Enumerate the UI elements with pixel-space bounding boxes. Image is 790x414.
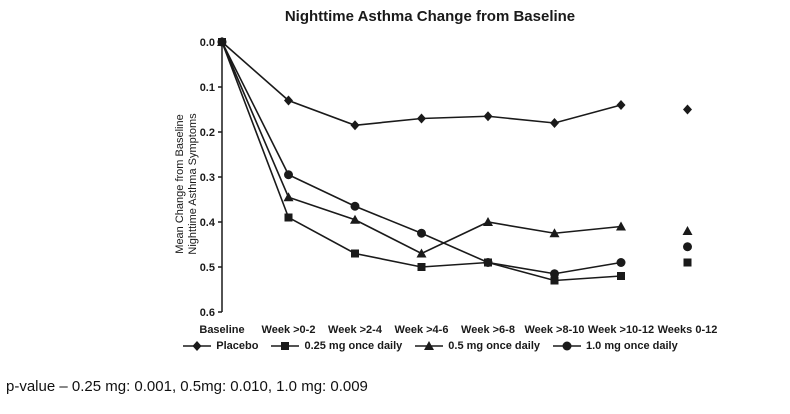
series-circle bbox=[217, 37, 692, 279]
y-tick-label: -0.5 bbox=[200, 262, 215, 274]
legend-item-diamond: Placebo bbox=[182, 340, 258, 352]
legend-square-icon bbox=[271, 342, 300, 350]
diamond-marker bbox=[192, 341, 202, 351]
legend-label: 0.5 mg once daily bbox=[448, 340, 540, 352]
legend-item-square: 0.25 mg once daily bbox=[270, 340, 402, 352]
circle-marker bbox=[217, 37, 227, 47]
legend-label: 0.25 mg once daily bbox=[304, 340, 403, 352]
triangle-marker bbox=[283, 192, 294, 202]
chart-legend: Placebo 0.25 mg once daily 0.5 mg once dai… bbox=[150, 340, 710, 352]
series-line bbox=[221, 41, 622, 275]
square-marker bbox=[284, 213, 293, 222]
circle-marker bbox=[350, 201, 360, 211]
y-axis-label-line2: Nighttime Asthma Symptoms bbox=[187, 113, 199, 255]
series-diamond bbox=[217, 37, 692, 131]
legend-label: Placebo bbox=[216, 340, 259, 352]
triangle-marker bbox=[616, 221, 626, 231]
triangle-marker bbox=[549, 228, 560, 238]
circle-marker bbox=[483, 258, 493, 267]
legend-item-triangle: 0.5 mg once daily bbox=[414, 340, 540, 352]
y-tick-label: -0.4 bbox=[200, 217, 216, 229]
x-category-label: Weeks 0-12 bbox=[658, 324, 718, 336]
legend-item-circle: 1.0 mg once daily bbox=[552, 340, 678, 352]
legend-triangle-icon bbox=[415, 341, 444, 350]
series-triangle bbox=[217, 37, 693, 258]
series-line bbox=[221, 41, 622, 127]
triangle-marker bbox=[416, 248, 427, 258]
square-marker bbox=[550, 276, 559, 285]
circle-marker bbox=[683, 242, 692, 252]
circle-marker bbox=[562, 341, 572, 351]
square-marker bbox=[281, 342, 290, 350]
x-category-label: Week >6-8 bbox=[461, 324, 515, 336]
diamond-marker bbox=[550, 118, 559, 128]
y-tick-label: 0.0 bbox=[200, 37, 215, 49]
square-marker bbox=[617, 272, 625, 280]
circle-marker bbox=[284, 170, 293, 180]
circle-marker bbox=[550, 269, 559, 279]
triangle-marker bbox=[483, 217, 493, 226]
diamond-marker bbox=[683, 104, 692, 115]
diamond-marker bbox=[616, 100, 626, 110]
square-marker bbox=[351, 249, 359, 258]
y-axis-label: Mean Change from Baseline Nighttime Asth… bbox=[174, 64, 202, 304]
diamond-marker bbox=[483, 111, 493, 122]
series-line bbox=[221, 41, 622, 255]
triangle-marker bbox=[350, 214, 360, 224]
circle-marker bbox=[616, 258, 626, 267]
legend-label: 1.0 mg once daily bbox=[586, 340, 678, 352]
y-tick-label: -0.6 bbox=[200, 307, 215, 319]
legend-diamond-icon bbox=[183, 341, 212, 351]
diamond-marker bbox=[284, 95, 293, 106]
y-axis-label-line1: Mean Change from Baseline bbox=[174, 114, 186, 254]
x-category-label: Week >2-4 bbox=[328, 324, 383, 336]
x-category-label: Week >0-2 bbox=[262, 324, 316, 336]
x-category-label: Week >10-12 bbox=[588, 324, 654, 336]
diamond-marker bbox=[417, 113, 426, 124]
chart-title: Nighttime Asthma Change from Baseline bbox=[284, 8, 576, 25]
x-category-label: Week >8-10 bbox=[524, 324, 584, 336]
y-tick-label: -0.1 bbox=[200, 82, 215, 94]
circle-marker bbox=[417, 228, 426, 238]
square-marker bbox=[417, 263, 426, 271]
p-value-footnote: p-value – 0.25 mg: 0.001, 0.5mg: 0.010, … bbox=[6, 378, 368, 395]
diamond-marker bbox=[350, 120, 360, 131]
chart-canvas: 0.0 -0.1 -0.2 -0.3 -0.4 -0.5 -0.6 Baseline Week … bbox=[200, 37, 718, 336]
legend-circle-icon bbox=[553, 341, 581, 351]
y-tick-label: -0.3 bbox=[200, 172, 215, 184]
triangle-marker bbox=[682, 226, 693, 235]
triangle-marker bbox=[424, 341, 435, 350]
y-tick-label: -0.2 bbox=[200, 127, 215, 139]
x-category-label: Baseline bbox=[200, 324, 245, 336]
x-category-label: Week >4-6 bbox=[395, 324, 449, 336]
square-marker bbox=[683, 258, 692, 267]
